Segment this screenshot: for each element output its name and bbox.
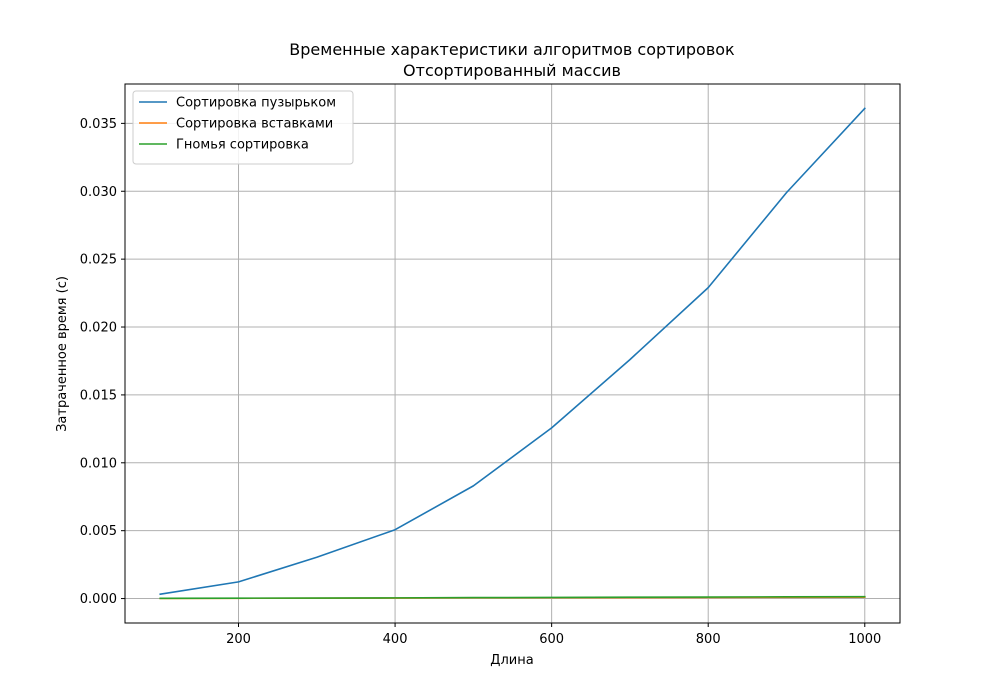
y-axis-label: Затраченное время (с) [55, 276, 70, 432]
x-tick-label: 600 [539, 632, 564, 647]
y-tick-label: 0.030 [80, 185, 117, 200]
x-tick-label: 800 [696, 632, 721, 647]
x-axis-label: Длина [490, 653, 533, 668]
legend-label-1: Сортировка пузырьком [176, 96, 336, 111]
legend: Сортировка пузырьком Сортировка вставками… [132, 90, 354, 165]
legend-box [132, 90, 354, 165]
chart-subtitle: Отсортированный массив [403, 61, 621, 80]
legend-label-2: Сортировка вставками [176, 117, 333, 132]
y-tick-label: 0.020 [80, 321, 117, 336]
y-tick-label: 0.025 [80, 253, 117, 268]
plot-frame [124, 83, 901, 624]
y-tick-label: 0.000 [80, 592, 117, 607]
chart-title: Временные характеристики алгоритмов сорт… [289, 40, 735, 59]
y-tick-label: 0.010 [80, 456, 117, 471]
x-tick-label: 400 [383, 632, 408, 647]
series-line-1 [159, 107, 866, 596]
y-tick-label: 0.015 [80, 388, 117, 403]
series-lines [159, 107, 866, 600]
axis-ticks: 200 400 600 800 1000 0.000 0.005 0.010 0.015 0.02… [80, 117, 882, 647]
y-tick-label: 0.035 [80, 117, 117, 132]
series-line-3 [159, 595, 866, 600]
x-tick-label: 200 [226, 632, 251, 647]
y-tick-label: 0.005 [80, 524, 117, 539]
legend-label-3: Гномья сортировка [176, 138, 309, 153]
grid [125, 84, 900, 623]
x-tick-label: 1000 [848, 632, 881, 647]
